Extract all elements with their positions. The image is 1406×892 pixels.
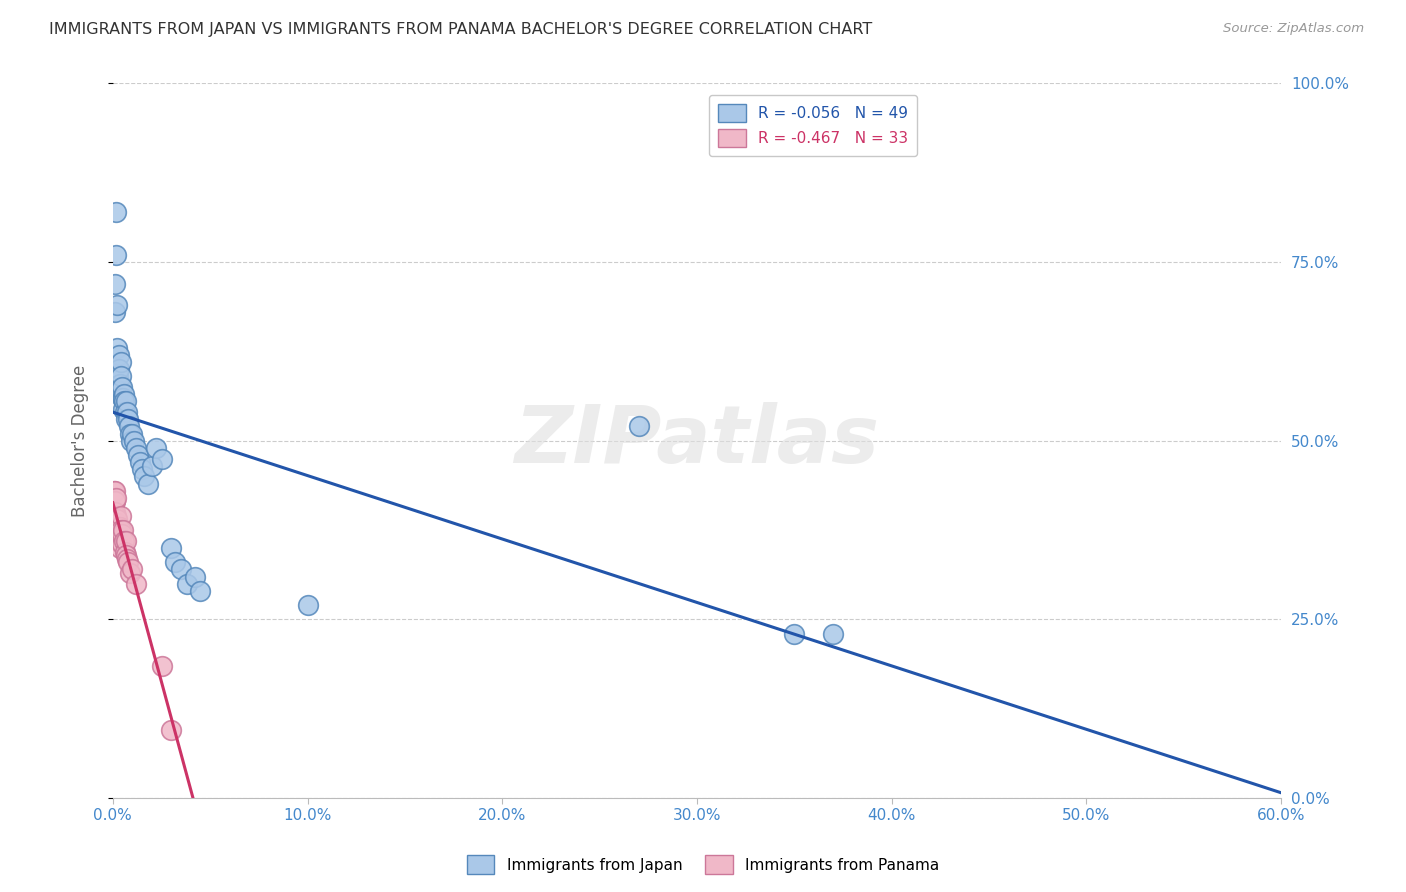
Point bbox=[110, 508, 132, 523]
Point bbox=[104, 508, 127, 523]
Point bbox=[125, 576, 148, 591]
Point bbox=[111, 523, 134, 537]
Point bbox=[115, 394, 138, 409]
Point bbox=[107, 348, 129, 362]
Point bbox=[110, 523, 132, 537]
Point bbox=[112, 387, 135, 401]
Point bbox=[105, 298, 128, 312]
Point bbox=[117, 555, 139, 569]
Point bbox=[107, 519, 129, 533]
Point bbox=[107, 369, 129, 384]
Point bbox=[110, 537, 132, 551]
Text: ZIPatlas: ZIPatlas bbox=[515, 401, 880, 480]
Point bbox=[132, 469, 155, 483]
Point bbox=[160, 723, 183, 738]
Point bbox=[107, 523, 129, 537]
Point bbox=[112, 394, 135, 409]
Point bbox=[121, 562, 143, 576]
Point bbox=[141, 458, 163, 473]
Point bbox=[107, 533, 129, 548]
Point bbox=[107, 362, 129, 376]
Point bbox=[783, 626, 806, 640]
Point bbox=[170, 562, 193, 576]
Point bbox=[111, 391, 134, 405]
Point bbox=[120, 426, 142, 441]
Point bbox=[104, 205, 127, 219]
Point bbox=[120, 566, 142, 580]
Point bbox=[108, 519, 131, 533]
Point bbox=[111, 526, 134, 541]
Legend: R = -0.056   N = 49, R = -0.467   N = 33: R = -0.056 N = 49, R = -0.467 N = 33 bbox=[709, 95, 917, 156]
Point bbox=[110, 541, 132, 555]
Point bbox=[104, 491, 127, 505]
Point bbox=[114, 544, 136, 558]
Point bbox=[165, 555, 187, 569]
Point bbox=[183, 569, 205, 583]
Y-axis label: Bachelor's Degree: Bachelor's Degree bbox=[72, 365, 89, 516]
Point bbox=[125, 441, 148, 455]
Point bbox=[110, 369, 132, 384]
Point bbox=[297, 598, 319, 612]
Point bbox=[110, 380, 132, 394]
Point bbox=[104, 277, 127, 291]
Point bbox=[104, 519, 127, 533]
Point bbox=[114, 405, 136, 419]
Point bbox=[108, 530, 131, 544]
Point bbox=[105, 516, 128, 530]
Point bbox=[104, 483, 127, 498]
Point bbox=[103, 483, 125, 498]
Point bbox=[627, 419, 650, 434]
Point bbox=[176, 576, 198, 591]
Text: IMMIGRANTS FROM JAPAN VS IMMIGRANTS FROM PANAMA BACHELOR'S DEGREE CORRELATION CH: IMMIGRANTS FROM JAPAN VS IMMIGRANTS FROM… bbox=[49, 22, 873, 37]
Point bbox=[129, 455, 152, 469]
Legend: Immigrants from Japan, Immigrants from Panama: Immigrants from Japan, Immigrants from P… bbox=[461, 849, 945, 880]
Text: Source: ZipAtlas.com: Source: ZipAtlas.com bbox=[1223, 22, 1364, 36]
Point bbox=[104, 505, 127, 519]
Point bbox=[105, 248, 128, 262]
Point bbox=[110, 355, 132, 369]
Point bbox=[111, 391, 134, 405]
Point bbox=[111, 401, 134, 416]
Point bbox=[112, 533, 135, 548]
Point bbox=[115, 548, 138, 562]
Point bbox=[110, 384, 132, 398]
Point bbox=[114, 533, 136, 548]
Point bbox=[104, 494, 127, 508]
Point bbox=[136, 476, 159, 491]
Point bbox=[150, 658, 173, 673]
Point bbox=[104, 305, 127, 319]
Point bbox=[105, 526, 128, 541]
Point bbox=[118, 419, 141, 434]
Point bbox=[121, 426, 143, 441]
Point bbox=[145, 441, 167, 455]
Point bbox=[117, 412, 139, 426]
Point bbox=[131, 462, 153, 476]
Point bbox=[823, 626, 845, 640]
Point bbox=[190, 583, 212, 598]
Point bbox=[117, 551, 139, 566]
Point bbox=[117, 405, 139, 419]
Point bbox=[105, 512, 128, 526]
Point bbox=[160, 541, 183, 555]
Point bbox=[108, 376, 131, 391]
Point bbox=[120, 434, 142, 448]
Point bbox=[122, 434, 145, 448]
Point bbox=[108, 362, 131, 376]
Point bbox=[104, 494, 127, 508]
Point bbox=[150, 451, 173, 466]
Point bbox=[105, 341, 128, 355]
Point bbox=[127, 448, 149, 462]
Point bbox=[114, 412, 136, 426]
